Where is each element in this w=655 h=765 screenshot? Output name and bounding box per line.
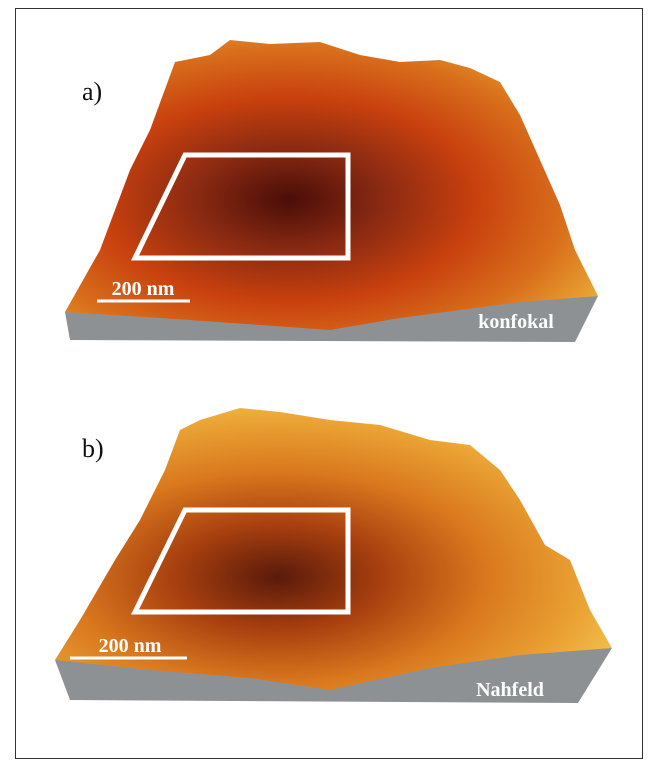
- caption: konfokal: [478, 311, 554, 333]
- panel-label: b): [82, 434, 104, 463]
- figure: a) 200 nm konfokal b) 200 nm Nahfeld: [0, 0, 655, 765]
- scale-bar-label: 200 nm: [112, 278, 175, 300]
- caption: Nahfeld: [476, 679, 544, 701]
- panel-a: a) 200 nm konfokal: [65, 40, 598, 342]
- panel-b: b) 200 nm Nahfeld: [55, 408, 612, 703]
- panel-label: a): [82, 77, 102, 106]
- scale-bar-label: 200 nm: [99, 635, 162, 657]
